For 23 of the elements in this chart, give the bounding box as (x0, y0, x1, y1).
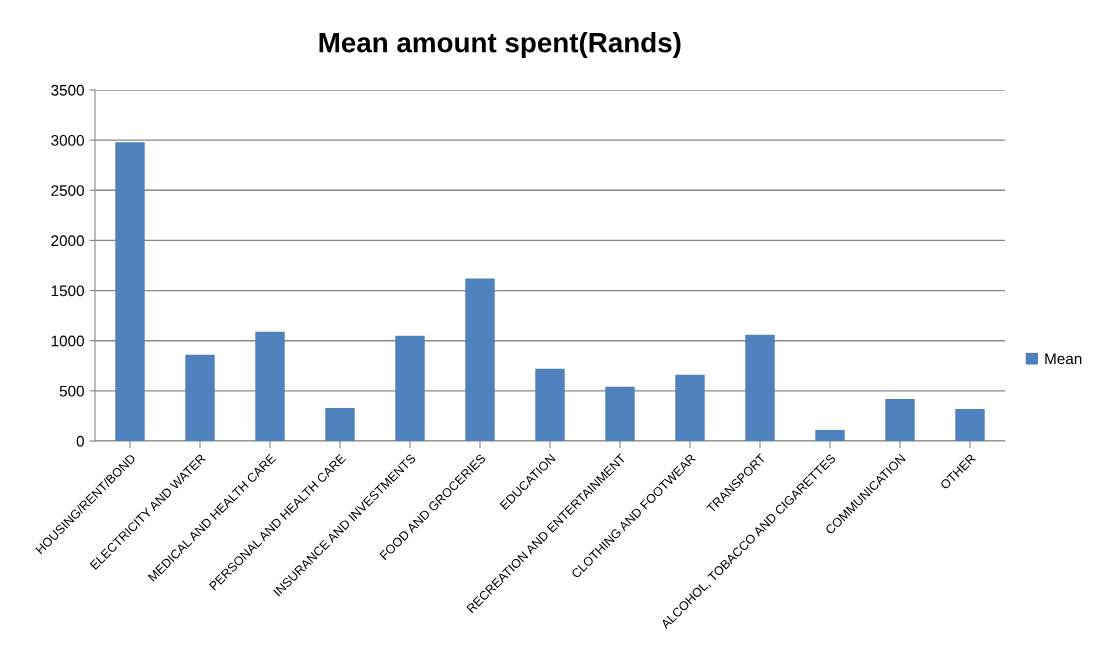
chart-title: Mean amount spent(Rands) (319, 32, 681, 58)
legend-label: Mean (1045, 353, 1082, 365)
bar (255, 331, 285, 441)
bar (325, 407, 355, 441)
bar (885, 398, 915, 441)
bar (745, 334, 775, 441)
y-tick-label: 2500 (51, 185, 84, 196)
bar (115, 142, 145, 441)
bar (605, 386, 635, 441)
y-tick-label: 1500 (51, 285, 84, 297)
bar (535, 368, 565, 441)
y-tick-label: 2000 (51, 235, 84, 247)
bar (815, 429, 845, 441)
y-tick-label: 3500 (51, 84, 84, 96)
bar (465, 278, 495, 441)
y-tick-label: 0 (76, 435, 84, 447)
bar (185, 354, 215, 441)
y-tick-label: 3000 (51, 135, 84, 146)
bar (675, 374, 705, 441)
y-tick-label: 1000 (51, 335, 84, 347)
y-tick-label: 500 (59, 385, 84, 397)
bar (395, 335, 425, 441)
bar (955, 408, 985, 441)
